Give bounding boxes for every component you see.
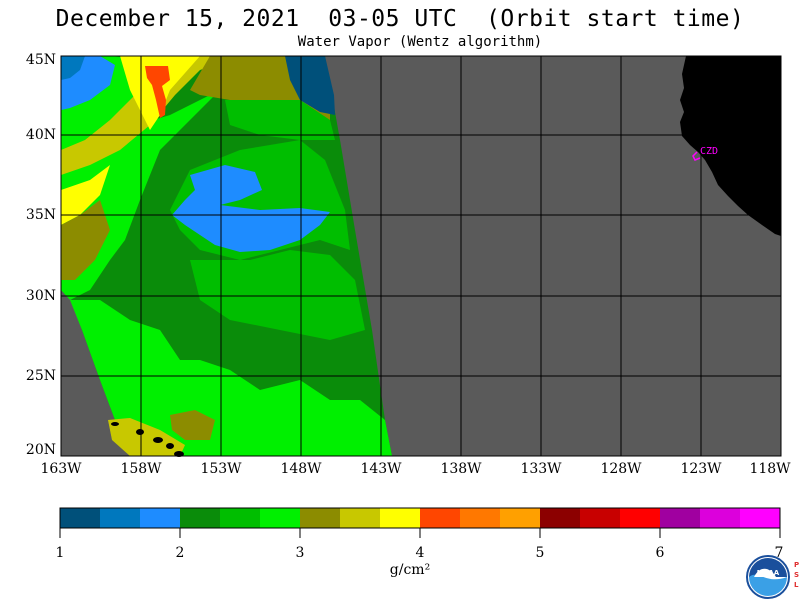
- colorbar-segment: [660, 508, 701, 528]
- colorbar-segment: [300, 508, 341, 528]
- colorbar-segment: [700, 508, 741, 528]
- lon-label-153w: 153W: [200, 461, 242, 477]
- colorbar-segment: [580, 508, 621, 528]
- lon-label-138w: 138W: [440, 461, 482, 477]
- colorbar-segment: [380, 508, 421, 528]
- lon-label-128w: 128W: [600, 461, 642, 477]
- colorbar-segment: [60, 508, 101, 528]
- lon-label-133w: 133W: [520, 461, 562, 477]
- map-title: December 15, 2021 03-05 UTC (Orbit start…: [55, 6, 745, 32]
- city-label: CZD: [700, 146, 719, 157]
- map-frame: [60, 55, 782, 457]
- colorbar-segment: [140, 508, 181, 528]
- lon-label-118w: 118W: [749, 461, 791, 477]
- colorbar-unit: g/cm²: [389, 562, 431, 578]
- map-subtitle: Water Vapor (Wentz algorithm): [297, 34, 543, 50]
- lat-label-35n: 35N: [25, 207, 56, 223]
- swath-teal-topright: [285, 56, 335, 115]
- lon-label-123w: 123W: [680, 461, 722, 477]
- colorbar-segment: [100, 508, 141, 528]
- svg-text:NOAA: NOAA: [757, 569, 780, 577]
- city-marker-icon: [692, 151, 701, 161]
- swath-orange-streak: [145, 66, 170, 118]
- lat-label-45n: 45N: [25, 52, 56, 68]
- colorbar-label-3: 3: [295, 545, 305, 561]
- lat-label-20n: 20N: [25, 442, 56, 458]
- colorbar-segment: [460, 508, 501, 528]
- colorbar-segment: [740, 508, 781, 528]
- colorbar-label-4: 4: [415, 545, 425, 561]
- lat-label-40n: 40N: [25, 127, 56, 143]
- lon-label-158w: 158W: [120, 461, 162, 477]
- colorbar-label-6: 6: [655, 545, 665, 561]
- colorbar-segment: [260, 508, 301, 528]
- svg-text:S: S: [794, 571, 799, 579]
- noaa-logo-icon: NOAA P S L: [746, 555, 799, 599]
- colorbar-segment: [540, 508, 581, 528]
- colorbar-segment: [500, 508, 541, 528]
- colorbar-label-5: 5: [535, 545, 545, 561]
- map-grid: [61, 56, 781, 456]
- lat-label-30n: 30N: [25, 288, 56, 304]
- colorbar-label-2: 2: [175, 545, 185, 561]
- colorbar-segment: [420, 508, 461, 528]
- colorbar: [60, 508, 781, 528]
- colorbar-ticks: [59, 528, 781, 538]
- lon-label-163w: 163W: [40, 461, 82, 477]
- svg-text:P: P: [794, 561, 799, 569]
- lat-label-25n: 25N: [25, 368, 56, 384]
- colorbar-segment: [180, 508, 221, 528]
- lon-label-148w: 148W: [280, 461, 322, 477]
- colorbar-segment: [340, 508, 381, 528]
- colorbar-label-1: 1: [55, 545, 65, 561]
- swath-blue-center: [172, 165, 330, 252]
- land-north-america: [680, 56, 781, 236]
- lon-label-143w: 143W: [360, 461, 402, 477]
- svg-text:L: L: [794, 581, 799, 589]
- colorbar-segment: [620, 508, 661, 528]
- colorbar-segment: [220, 508, 261, 528]
- colorbar-label-7: 7: [774, 545, 784, 561]
- psl-side-text: P S L: [794, 561, 799, 589]
